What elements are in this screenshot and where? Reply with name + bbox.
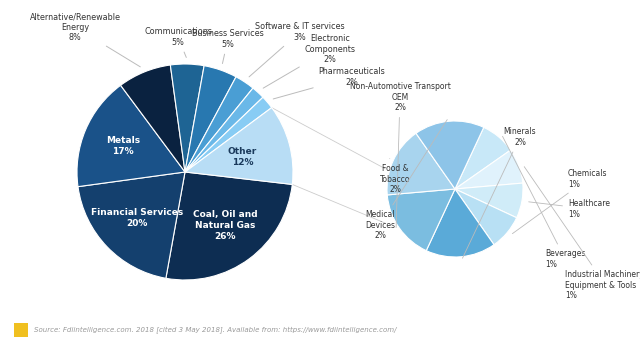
Wedge shape (185, 97, 272, 172)
Wedge shape (387, 189, 455, 251)
Wedge shape (185, 108, 293, 184)
Text: Coal, Oil and
Natural Gas
26%: Coal, Oil and Natural Gas 26% (193, 210, 257, 242)
Wedge shape (185, 66, 236, 172)
Wedge shape (170, 64, 204, 172)
Wedge shape (455, 189, 516, 245)
Bar (14, 323, 28, 337)
Wedge shape (78, 172, 185, 278)
Text: Pharmaceuticals
2%: Pharmaceuticals 2% (273, 67, 385, 99)
Wedge shape (387, 133, 455, 195)
Wedge shape (455, 150, 523, 189)
Text: Industrial Machinery,
Equipment & Tools
1%: Industrial Machinery, Equipment & Tools … (524, 167, 640, 300)
Text: Beverages
1%: Beverages 1% (502, 136, 586, 269)
Text: Business Services
5%: Business Services 5% (192, 29, 264, 64)
Text: Food &
Tobacco
2%: Food & Tobacco 2% (380, 159, 410, 194)
Wedge shape (120, 65, 185, 172)
Wedge shape (426, 189, 494, 257)
Text: Software & IT services
3%: Software & IT services 3% (249, 22, 345, 77)
Text: Financial Services
20%: Financial Services 20% (90, 208, 183, 228)
Text: Healthcare
1%: Healthcare 1% (529, 199, 610, 219)
Text: Minerals
2%: Minerals 2% (463, 127, 536, 258)
Text: Alternative/Renewable
Energy
8%: Alternative/Renewable Energy 8% (29, 12, 140, 67)
Wedge shape (166, 172, 292, 280)
Wedge shape (77, 85, 185, 187)
Text: Source: Fdiintelligence.com. 2018 [cited 3 May 2018]. Available from: https://ww: Source: Fdiintelligence.com. 2018 [cited… (34, 327, 397, 333)
Wedge shape (455, 183, 523, 218)
Wedge shape (416, 121, 484, 189)
Wedge shape (455, 127, 511, 189)
Text: Medical
Devices
2%: Medical Devices 2% (365, 120, 447, 240)
Wedge shape (185, 88, 263, 172)
Text: Electronic
Components
2%: Electronic Components 2% (263, 34, 355, 88)
Text: Non-Automotive Transport
OEM
2%: Non-Automotive Transport OEM 2% (349, 82, 451, 228)
Text: Other
12%: Other 12% (228, 146, 257, 167)
Text: Communications
5%: Communications 5% (144, 27, 212, 58)
Text: Metals
17%: Metals 17% (106, 136, 140, 156)
Text: Chemicals
1%: Chemicals 1% (513, 169, 607, 234)
Wedge shape (185, 77, 253, 172)
